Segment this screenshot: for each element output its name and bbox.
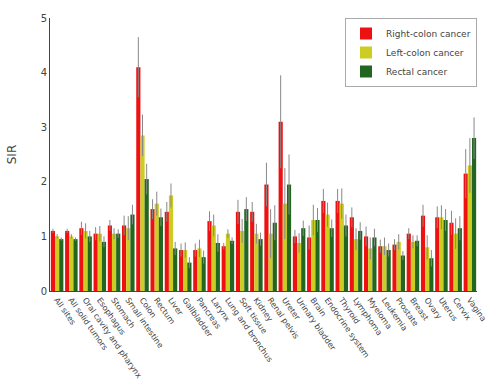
svg-text:Right-colon cancer: Right-colon cancer bbox=[386, 29, 471, 39]
svg-text:Rectum: Rectum bbox=[152, 296, 177, 326]
svg-text:Rectal cancer: Rectal cancer bbox=[386, 67, 447, 77]
svg-text:1: 1 bbox=[41, 231, 47, 242]
svg-text:3: 3 bbox=[41, 122, 47, 133]
svg-text:Pancreas: Pancreas bbox=[195, 296, 223, 331]
svg-text:Vagina: Vagina bbox=[465, 296, 488, 323]
svg-text:Gallbladder: Gallbladder bbox=[180, 296, 214, 340]
svg-text:Thyroid: Thyroid bbox=[336, 295, 361, 326]
svg-text:Kidney: Kidney bbox=[251, 296, 274, 324]
svg-text:Myeloma: Myeloma bbox=[365, 296, 393, 331]
svg-text:All sites: All sites bbox=[52, 296, 77, 327]
svg-text:Soft tissue: Soft tissue bbox=[237, 296, 269, 336]
svg-text:5: 5 bbox=[41, 13, 47, 24]
svg-text:Ureter: Ureter bbox=[280, 296, 302, 322]
svg-text:Endocrine system: Endocrine system bbox=[323, 296, 371, 360]
svg-text:Lymphoma: Lymphoma bbox=[351, 296, 384, 337]
svg-text:Stomach: Stomach bbox=[109, 296, 137, 330]
svg-text:Liver: Liver bbox=[166, 296, 185, 318]
svg-text:2: 2 bbox=[41, 176, 47, 187]
svg-text:Brain: Brain bbox=[308, 296, 327, 318]
svg-text:Cervix: Cervix bbox=[451, 296, 473, 322]
svg-text:Esophagus: Esophagus bbox=[95, 296, 127, 337]
svg-text:SIR: SIR bbox=[5, 145, 19, 165]
svg-text:Renal pelvis: Renal pelvis bbox=[266, 296, 301, 341]
svg-text:Leukemia: Leukemia bbox=[380, 296, 410, 333]
svg-text:0: 0 bbox=[41, 286, 47, 297]
svg-text:Urinary bladder: Urinary bladder bbox=[294, 296, 338, 353]
svg-text:Prostate: Prostate bbox=[394, 296, 420, 328]
svg-text:Uterus: Uterus bbox=[437, 296, 460, 323]
svg-text:Small intestine: Small intestine bbox=[123, 296, 165, 350]
svg-text:All solid tumors: All solid tumors bbox=[66, 296, 109, 352]
svg-text:Oral cavity and pharynx: Oral cavity and pharynx bbox=[81, 296, 144, 380]
svg-text:Left-colon cancer: Left-colon cancer bbox=[386, 48, 464, 58]
svg-text:Larynx: Larynx bbox=[209, 296, 232, 324]
svg-text:Colon: Colon bbox=[138, 296, 158, 320]
svg-text:Ovary: Ovary bbox=[422, 296, 443, 321]
svg-text:Lung and bronchus: Lung and bronchus bbox=[223, 296, 274, 364]
svg-text:Breast: Breast bbox=[408, 296, 430, 322]
svg-text:4: 4 bbox=[41, 67, 47, 78]
